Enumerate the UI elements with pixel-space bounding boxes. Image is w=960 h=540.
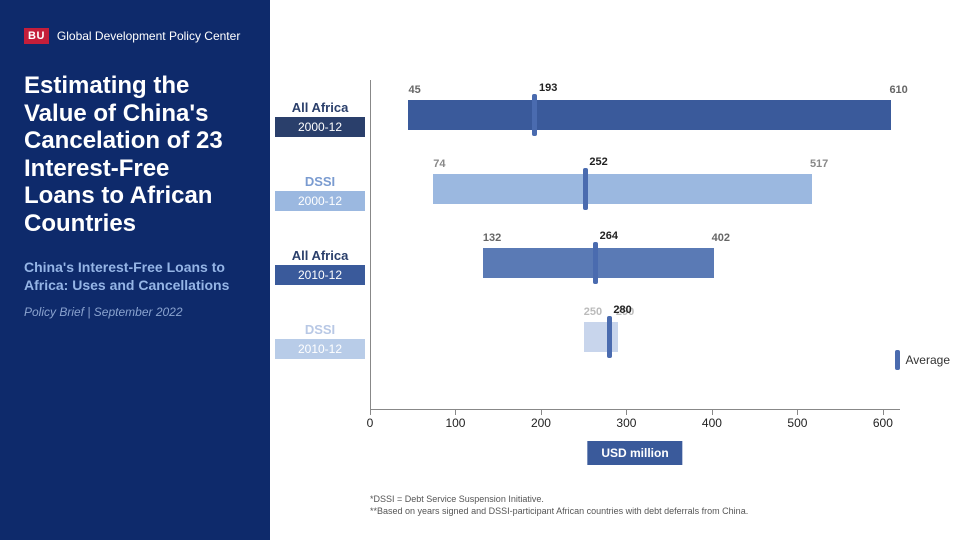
row-label-bottom: 2010-12 bbox=[275, 265, 365, 285]
meta: Policy Brief | September 2022 bbox=[24, 305, 246, 319]
x-tick-mark bbox=[455, 410, 456, 415]
row-label: DSSI2010-12 bbox=[275, 320, 365, 359]
subtitle: China's Interest-Free Loans to Africa: U… bbox=[24, 258, 246, 296]
low-value: 74 bbox=[433, 158, 445, 170]
x-axis-label: USD million bbox=[587, 441, 682, 465]
high-value: 610 bbox=[889, 84, 907, 96]
chart-row: All Africa2000-1245610193 bbox=[370, 80, 900, 150]
high-value: 402 bbox=[712, 232, 730, 244]
sidebar: BU Global Development Policy Center Esti… bbox=[0, 0, 270, 540]
x-tick-label: 400 bbox=[702, 416, 722, 430]
x-tick-label: 0 bbox=[367, 416, 374, 430]
org-name: Global Development Policy Center bbox=[57, 29, 240, 43]
footnotes: *DSSI = Debt Service Suspension Initiati… bbox=[370, 493, 748, 518]
footnote-1: *DSSI = Debt Service Suspension Initiati… bbox=[370, 493, 748, 506]
chart-row: DSSI2010-12250290280 bbox=[370, 302, 900, 372]
average-value: 252 bbox=[589, 156, 607, 168]
x-tick-label: 300 bbox=[616, 416, 636, 430]
row-label: All Africa2010-12 bbox=[275, 246, 365, 285]
x-tick-mark bbox=[541, 410, 542, 415]
average-marker bbox=[532, 94, 537, 136]
average-value: 264 bbox=[600, 230, 618, 242]
row-label-top: All Africa bbox=[275, 98, 365, 117]
x-axis bbox=[370, 409, 900, 410]
x-tick-label: 200 bbox=[531, 416, 551, 430]
low-value: 132 bbox=[483, 232, 501, 244]
average-marker bbox=[607, 316, 612, 358]
range-bar bbox=[433, 174, 812, 204]
row-label-top: DSSI bbox=[275, 320, 365, 339]
range-bar bbox=[408, 100, 891, 130]
logo-row: BU Global Development Policy Center bbox=[24, 28, 246, 44]
range-bar bbox=[483, 248, 714, 278]
x-tick-label: 600 bbox=[873, 416, 893, 430]
x-tick-mark bbox=[797, 410, 798, 415]
page-title: Estimating the Value of China's Cancelat… bbox=[24, 72, 246, 238]
high-value: 517 bbox=[810, 158, 828, 170]
chart-area: USD million Average 0 100 200 300 400 500 600 A… bbox=[270, 0, 960, 540]
row-label: All Africa2000-12 bbox=[275, 98, 365, 137]
average-value: 280 bbox=[613, 304, 631, 316]
x-tick-mark bbox=[883, 410, 884, 415]
row-label: DSSI2000-12 bbox=[275, 172, 365, 211]
low-value: 45 bbox=[408, 84, 420, 96]
row-label-bottom: 2000-12 bbox=[275, 117, 365, 137]
legend-label: Average bbox=[906, 353, 950, 367]
range-bar bbox=[584, 322, 618, 352]
legend: Average bbox=[895, 350, 950, 370]
row-label-bottom: 2010-12 bbox=[275, 339, 365, 359]
row-label-top: All Africa bbox=[275, 246, 365, 265]
chart-row: All Africa2010-12132402264 bbox=[370, 228, 900, 298]
x-tick-mark bbox=[626, 410, 627, 415]
row-label-top: DSSI bbox=[275, 172, 365, 191]
row-label-bottom: 2000-12 bbox=[275, 191, 365, 211]
chart-row: DSSI2000-1274517252 bbox=[370, 154, 900, 224]
x-tick-mark bbox=[370, 410, 371, 415]
x-tick-label: 500 bbox=[787, 416, 807, 430]
average-marker bbox=[583, 168, 588, 210]
plot: USD million Average 0100200300400500600A… bbox=[370, 80, 900, 410]
bu-badge: BU bbox=[24, 28, 49, 44]
footnote-2: **Based on years signed and DSSI-partici… bbox=[370, 505, 748, 518]
x-tick-label: 100 bbox=[445, 416, 465, 430]
average-value: 193 bbox=[539, 82, 557, 94]
average-marker bbox=[593, 242, 598, 284]
low-value: 250 bbox=[584, 306, 602, 318]
x-tick-mark bbox=[712, 410, 713, 415]
